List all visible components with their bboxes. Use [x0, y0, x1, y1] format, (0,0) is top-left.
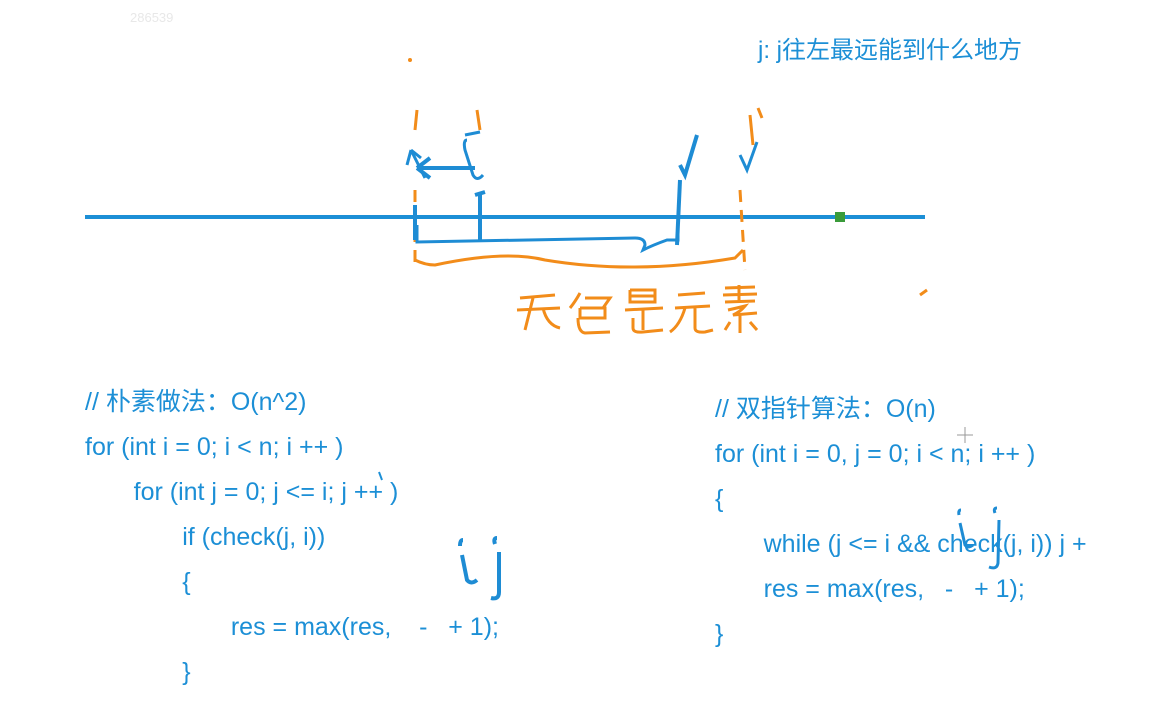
- code-line: for (int i = 0; i < n; i ++ ): [85, 433, 343, 461]
- code-line: }: [715, 620, 723, 648]
- watermark-text: 286539: [130, 10, 173, 25]
- code-block-twopointer: // 双指针算法：O(n) for (int i = 0, j = 0; i <…: [715, 342, 1087, 657]
- code-line: res = max(res, - + 1);: [715, 575, 1025, 603]
- code-block-naive: // 朴素做法：O(n^2) for (int i = 0; i < n; i …: [85, 335, 499, 695]
- diagram-svg: [85, 50, 1005, 340]
- cursor-indicator: [835, 212, 845, 222]
- code-line: res = max(res, - + 1);: [85, 613, 499, 641]
- code-comment: // 朴素做法：O(n^2): [85, 388, 306, 416]
- code-comment: // 双指针算法：O(n): [715, 395, 936, 423]
- code-line: for (int i = 0, j = 0; i < n; i ++ ): [715, 440, 1035, 468]
- handwritten-chinese: [517, 285, 757, 333]
- code-line: {: [85, 568, 191, 596]
- code-line: for (int j = 0; j <= i; j ++ ): [85, 478, 398, 506]
- code-line: if (check(j, i)): [85, 523, 325, 551]
- code-line: while (j <= i && check(j, i)) j +: [715, 530, 1087, 558]
- code-line: }: [85, 658, 191, 686]
- code-line: {: [715, 485, 723, 513]
